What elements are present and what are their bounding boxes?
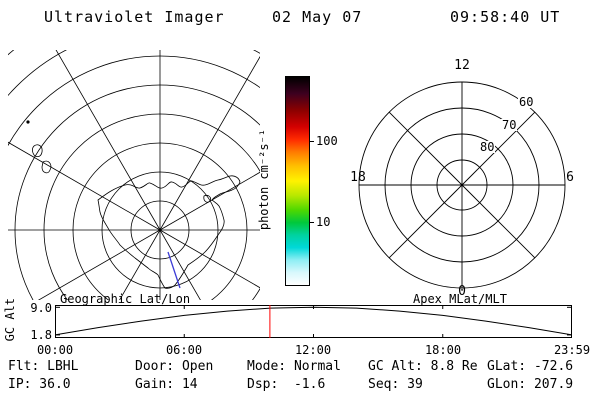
meridian-lines — [8, 50, 260, 300]
gc-alt-curve — [55, 306, 572, 336]
strip-chart-ticks — [55, 305, 572, 338]
colorbar-label-wrap: photon cm⁻²s⁻¹ — [256, 76, 272, 284]
colorbar-tick-100 — [309, 141, 314, 142]
small-island-dot — [26, 120, 30, 124]
app-title: Ultraviolet Imager — [44, 8, 225, 26]
mlat-ring-label-80: 80 — [479, 140, 496, 154]
status-door: Door: Open — [135, 359, 214, 374]
antarctica-coastline — [97, 175, 241, 289]
latitude-circles — [8, 50, 260, 300]
colorbar-tick-label-100: 100 — [316, 134, 338, 148]
colorbar-tick-label-10: 10 — [316, 215, 331, 229]
satellite-track — [167, 251, 181, 289]
geographic-map — [8, 50, 260, 300]
time-label: 09:58:40 UT — [450, 8, 561, 26]
xtick-0000: 00:00 — [36, 343, 74, 357]
status-gc-alt: GC Alt: 8.8 Re — [368, 359, 478, 374]
islands — [31, 144, 211, 203]
status-glon: GLon: 207.9 — [487, 377, 574, 392]
status-gain: Gain: 14 — [135, 377, 198, 392]
status-mode: Mode: Normal — [247, 359, 341, 374]
mlt-spokes — [359, 82, 565, 288]
colorbar-tick-10 — [309, 222, 314, 223]
date-label: 02 May 07 — [272, 8, 363, 26]
geo-panel-caption: Geographic Lat/Lon — [60, 292, 191, 306]
ytick-label-9: 9.0 — [30, 301, 52, 315]
apex-panel-caption: Apex MLat/MLT — [413, 292, 507, 306]
xtick-1200: 12:00 — [294, 343, 332, 357]
colorbar-label: photon cm⁻²s⁻¹ — [257, 129, 271, 231]
mlt-label-12: 12 — [454, 58, 470, 73]
xtick-2359: 23:59 — [553, 343, 591, 357]
ytick-label-1-8: 1.8 — [30, 328, 52, 342]
gc-alt-strip-chart — [55, 305, 572, 338]
gc-alt-ylabel-wrap: GC Alt — [2, 298, 18, 342]
gc-alt-ylabel: GC Alt — [3, 298, 17, 342]
status-ip: IP: 36.0 — [8, 377, 71, 392]
mlt-label-6: 6 — [566, 170, 574, 185]
mlat-ring-label-70: 70 — [501, 118, 518, 132]
status-flt: Flt: LBHL — [8, 359, 79, 374]
colorbar — [285, 76, 310, 286]
strip-chart-border — [55, 305, 572, 338]
status-dsp: Dsp: -1.6 — [247, 377, 326, 392]
apex-polar-plot — [358, 81, 566, 289]
xtick-0600: 06:00 — [165, 343, 203, 357]
status-glat: GLat: -72.6 — [487, 359, 574, 374]
mlt-label-0: 0 — [458, 284, 466, 299]
status-seq: Seq: 39 — [368, 377, 423, 392]
mlt-label-18: 18 — [350, 170, 366, 185]
mlat-ring-label-60: 60 — [518, 95, 535, 109]
xtick-1800: 18:00 — [424, 343, 462, 357]
